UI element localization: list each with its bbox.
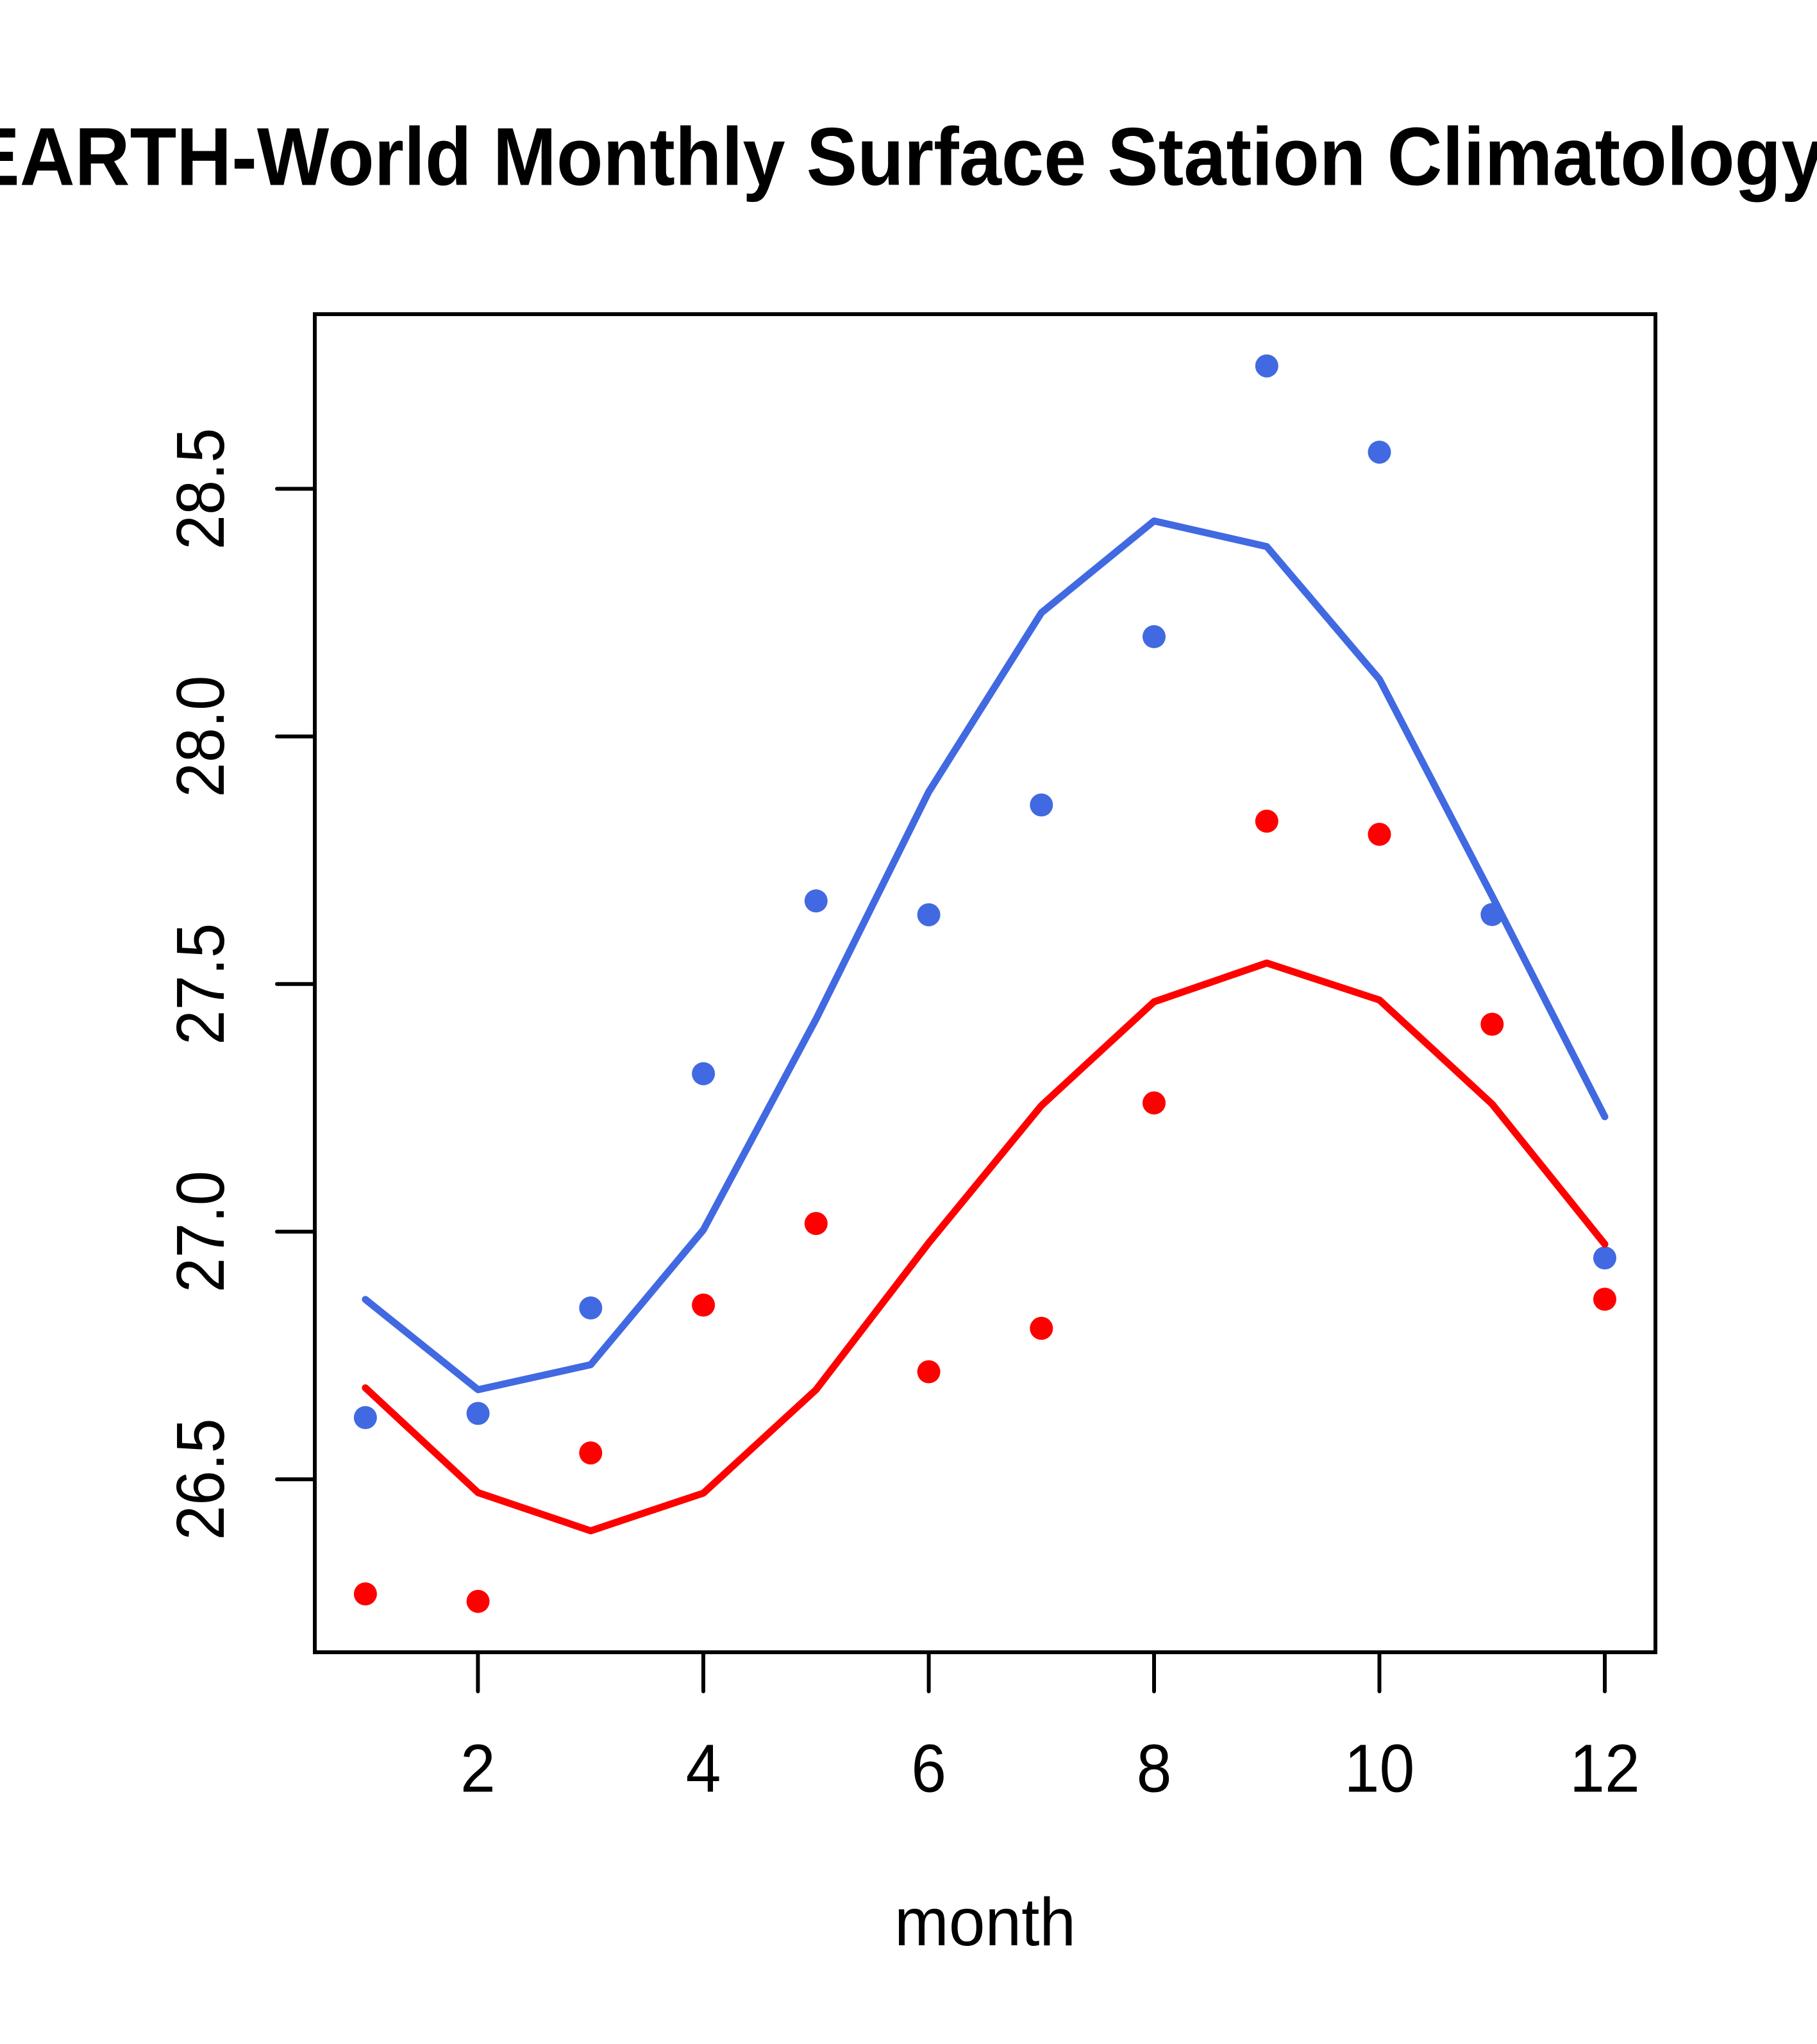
svg-text:12: 12	[1570, 1731, 1640, 1807]
svg-text:27.0: 27.0	[163, 1171, 239, 1293]
svg-text:28.5: 28.5	[163, 428, 239, 549]
svg-text:28.0: 28.0	[163, 676, 239, 798]
svg-text:6: 6	[911, 1731, 946, 1807]
svg-text:26.5: 26.5	[163, 1418, 239, 1540]
svg-text:27.5: 27.5	[163, 923, 239, 1045]
svg-text:EARTH-World Monthly Surface St: EARTH-World Monthly Surface Station Clim…	[0, 112, 1817, 203]
svg-text:8: 8	[1137, 1731, 1172, 1807]
svg-text:10: 10	[1344, 1731, 1415, 1807]
svg-text:2: 2	[460, 1731, 496, 1807]
svg-text:month: month	[894, 1884, 1076, 1960]
svg-text:4: 4	[686, 1731, 721, 1807]
